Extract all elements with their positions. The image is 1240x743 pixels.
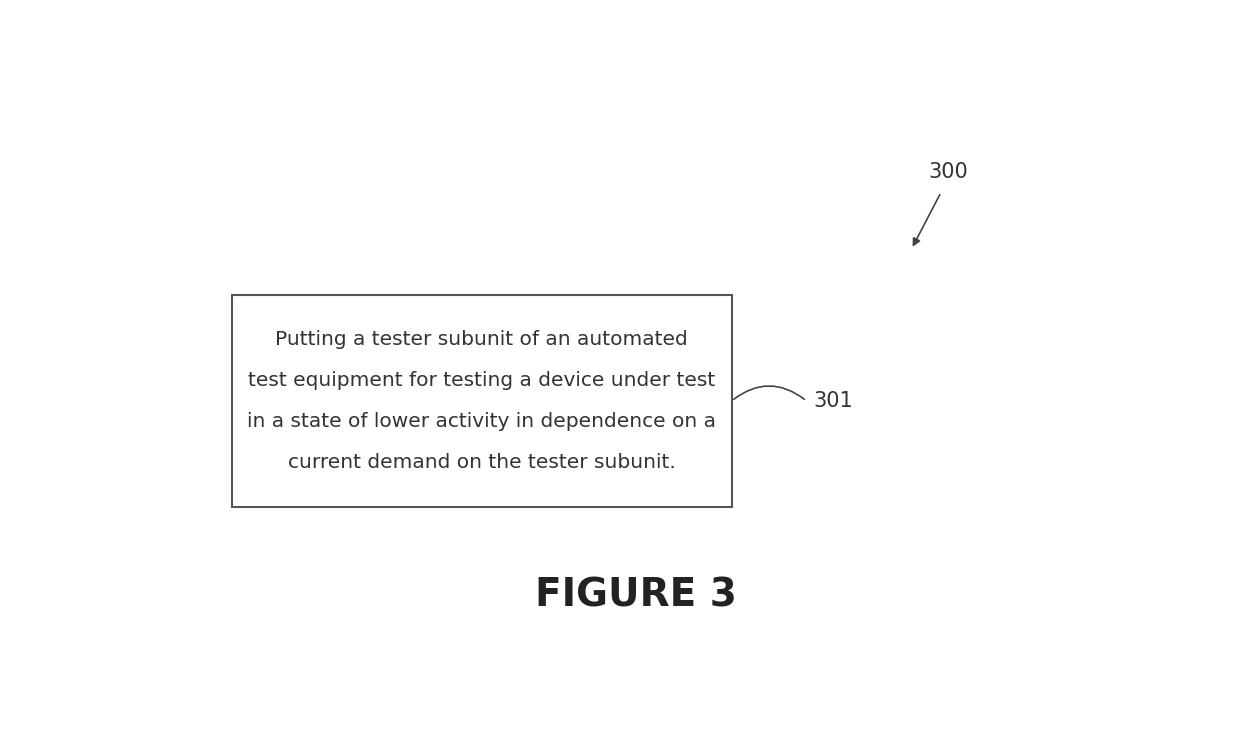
Text: in a state of lower activity in dependence on a: in a state of lower activity in dependen… (247, 412, 717, 431)
Text: 300: 300 (928, 162, 967, 182)
Text: Putting a tester subunit of an automated: Putting a tester subunit of an automated (275, 330, 688, 348)
Text: FIGURE 3: FIGURE 3 (534, 577, 737, 614)
Text: 301: 301 (813, 391, 853, 411)
Bar (232, 295, 732, 507)
Text: current demand on the tester subunit.: current demand on the tester subunit. (288, 453, 676, 473)
Text: test equipment for testing a device under test: test equipment for testing a device unde… (248, 371, 715, 390)
